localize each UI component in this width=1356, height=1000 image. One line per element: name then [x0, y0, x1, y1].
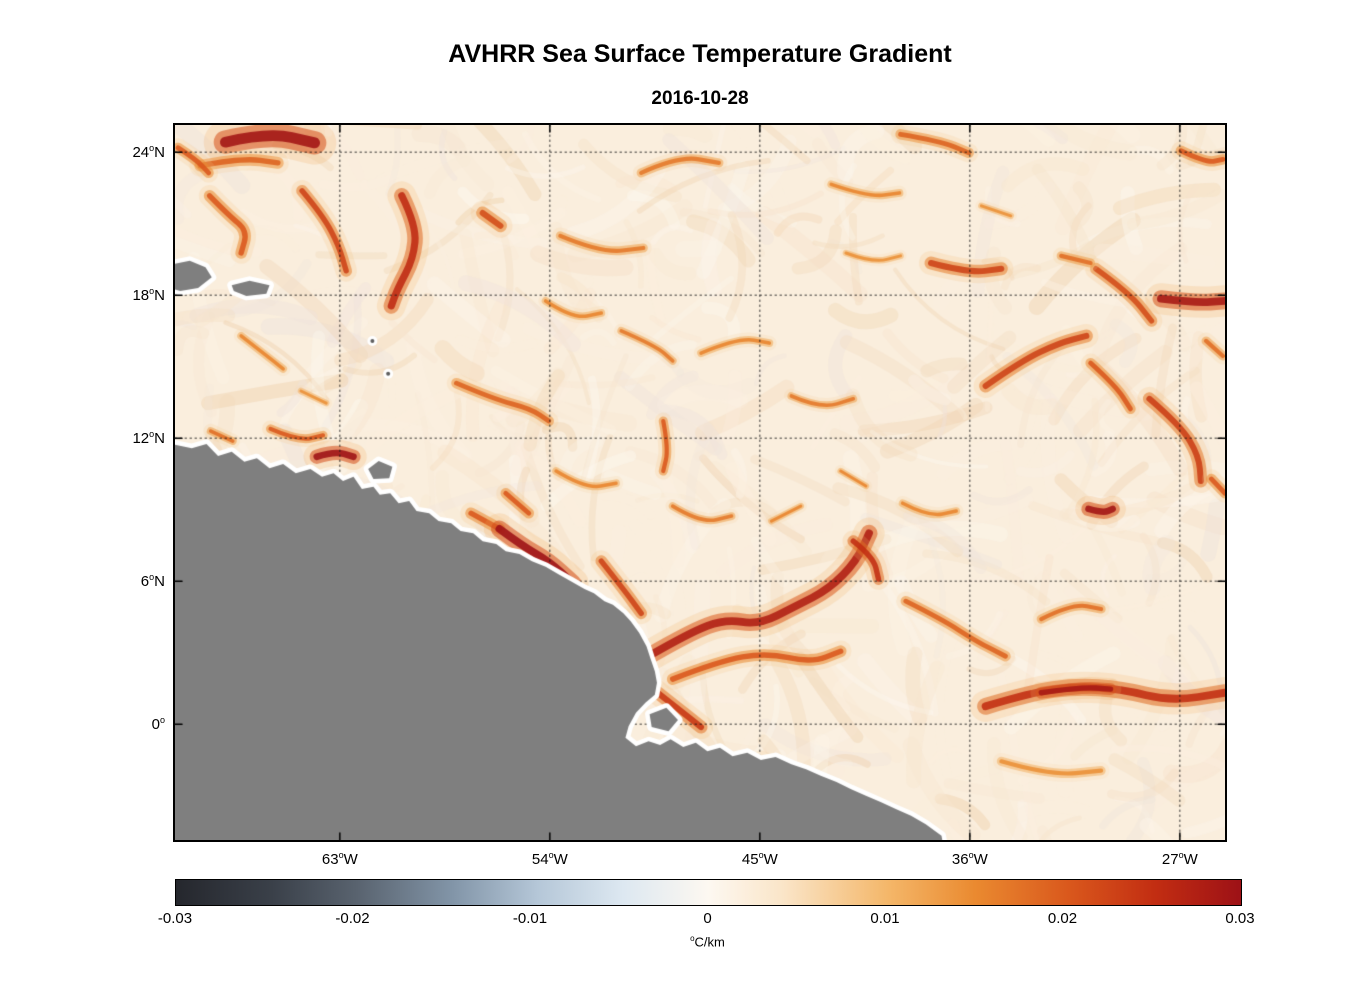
- map-canvas: [175, 125, 1225, 840]
- colorbar-tick-label: 0.03: [1225, 910, 1255, 927]
- colorbar-tick-label: 0.01: [870, 910, 900, 927]
- x-tick-label: 45oW: [741, 850, 778, 868]
- x-tick-label: 54oW: [531, 850, 568, 868]
- figure-title: AVHRR Sea Surface Temperature Gradient: [448, 40, 952, 68]
- figure-date: 2016-10-28: [651, 88, 749, 109]
- x-tick-label: 27oW: [1161, 850, 1198, 868]
- map-plot: [173, 123, 1227, 842]
- x-tick-label: 63oW: [321, 850, 358, 868]
- colorbar-tick-label: -0.02: [335, 910, 370, 927]
- y-tick-label: 12oN: [132, 429, 165, 448]
- y-tick-label: 24oN: [132, 143, 165, 162]
- x-tick-label: 36oW: [951, 850, 988, 868]
- colorbar-tick-label: -0.01: [512, 910, 548, 927]
- colorbar-tick-label: 0: [703, 910, 712, 927]
- colorbar-tick-label: -0.03: [157, 910, 193, 927]
- colorbar: [175, 879, 1242, 906]
- y-tick-label: 0o: [151, 715, 165, 734]
- colorbar-unit-label: oC/km: [690, 934, 725, 950]
- colorbar-tick-label: 0.02: [1047, 910, 1078, 927]
- y-tick-label: 18oN: [132, 286, 165, 305]
- y-tick-label: 6oN: [140, 572, 165, 591]
